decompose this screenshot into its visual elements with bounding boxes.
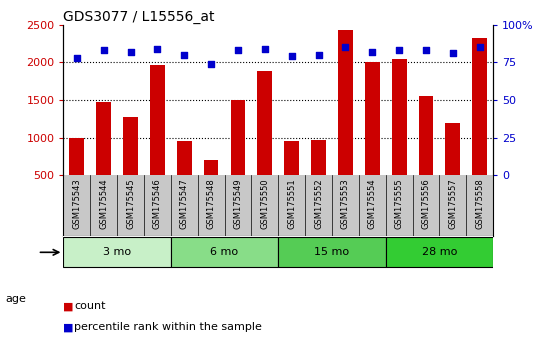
Text: count: count [74,301,106,311]
Bar [177,141,192,175]
Bar [419,96,434,175]
Bar [445,122,460,175]
Text: GSM175555: GSM175555 [395,178,404,229]
Point [99,47,108,53]
Point [341,45,350,50]
Bar [392,59,407,175]
Bar [257,71,272,175]
Point [72,55,81,61]
Text: 15 mo: 15 mo [315,247,349,257]
Point [180,52,188,58]
Text: GSM175552: GSM175552 [314,178,323,229]
Text: GSM175551: GSM175551 [287,178,296,229]
Bar [69,138,84,175]
Bar [204,160,219,175]
Point [287,53,296,59]
Text: percentile rank within the sample: percentile rank within the sample [74,322,262,332]
Text: GSM175557: GSM175557 [449,178,457,229]
Bar [338,30,353,175]
Bar [386,237,493,267]
Text: 3 mo: 3 mo [103,247,131,257]
Point [126,49,135,55]
Text: GSM175554: GSM175554 [368,178,377,229]
Bar [311,140,326,175]
Point [234,47,242,53]
Text: GSM175553: GSM175553 [341,178,350,229]
Point [207,61,215,67]
Bar [472,38,487,175]
Bar [365,62,380,175]
Text: GSM175547: GSM175547 [180,178,189,229]
Point [476,45,484,50]
Bar [96,102,111,175]
Text: GDS3077 / L15556_at: GDS3077 / L15556_at [63,10,215,24]
Bar [230,100,245,175]
Text: GSM175545: GSM175545 [126,178,135,229]
Bar [63,237,171,267]
Bar [284,141,299,175]
Text: GSM175550: GSM175550 [260,178,269,229]
Text: GSM175558: GSM175558 [475,178,484,229]
Text: GSM175548: GSM175548 [207,178,215,229]
Point [314,52,323,58]
Text: GSM175549: GSM175549 [234,178,242,229]
Text: GSM175556: GSM175556 [422,178,430,229]
Bar [171,237,278,267]
Point [449,51,457,56]
Text: 28 mo: 28 mo [422,247,457,257]
Bar [278,237,386,267]
Point [395,47,403,53]
Point [153,46,162,52]
Bar [123,116,138,175]
Point [422,47,430,53]
Text: age: age [6,294,26,304]
Text: GSM175544: GSM175544 [99,178,108,229]
Point [368,49,377,55]
Text: GSM175546: GSM175546 [153,178,162,229]
Text: 6 mo: 6 mo [210,247,239,257]
Text: ■: ■ [63,301,74,311]
Point [261,46,269,52]
Bar [150,65,165,175]
Text: GSM175543: GSM175543 [72,178,82,229]
Text: ■: ■ [63,322,74,332]
